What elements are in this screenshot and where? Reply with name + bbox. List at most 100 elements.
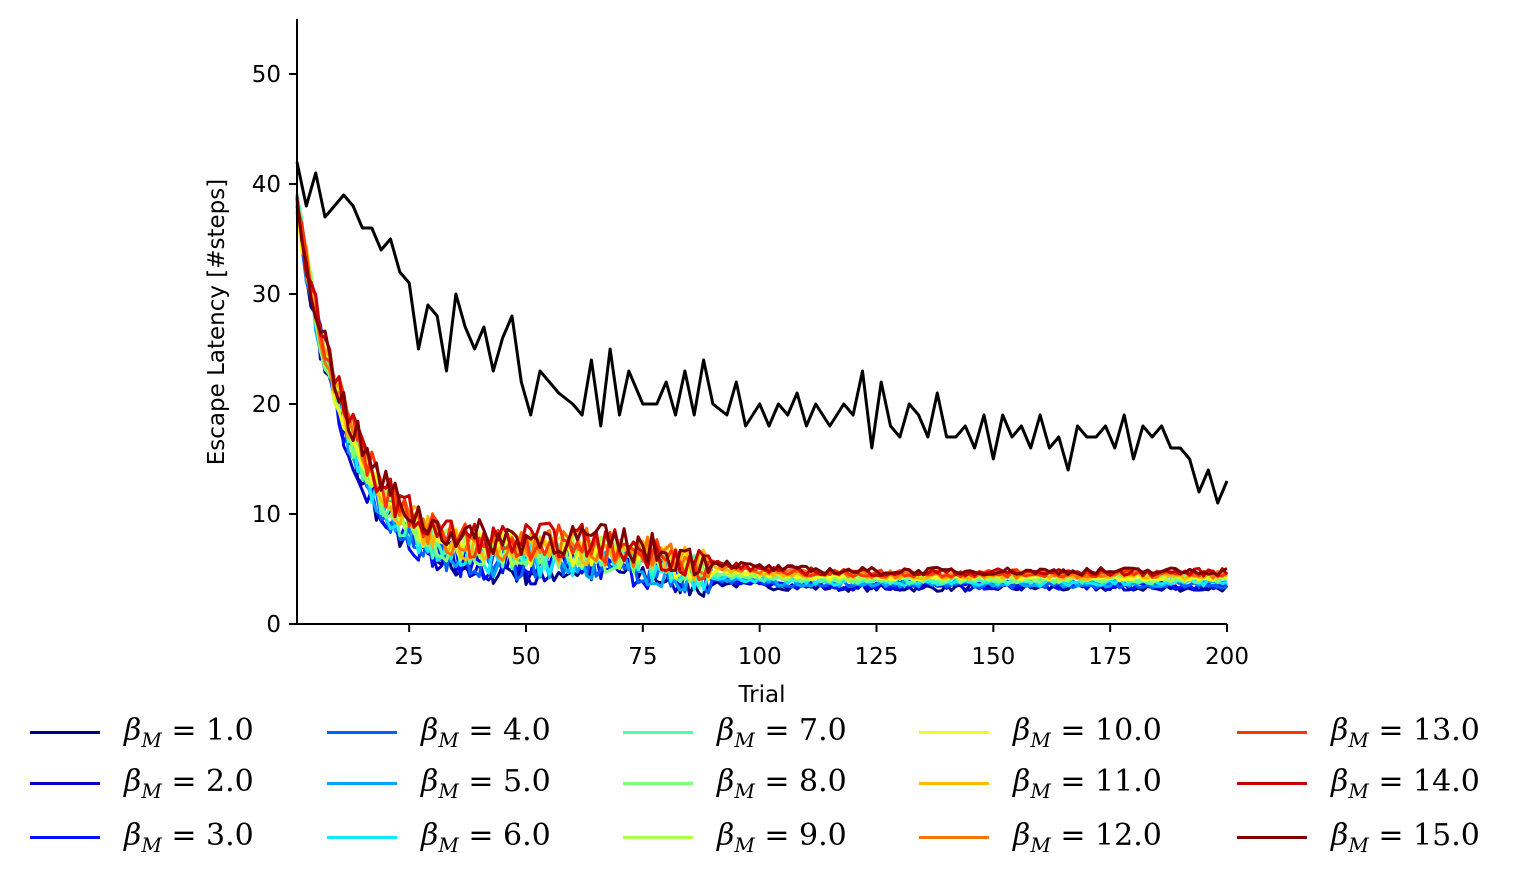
legend-item: βM = 3.0 xyxy=(30,817,254,857)
legend-symbol: β xyxy=(421,712,439,748)
legend-item: βM = 12.0 xyxy=(919,817,1162,857)
x-tick-label: 50 xyxy=(511,644,540,670)
legend-label: βM = 14.0 xyxy=(1331,764,1480,803)
plot-lines xyxy=(295,161,1229,598)
legend-subscript: M xyxy=(1030,832,1051,857)
y-tick-label: 30 xyxy=(252,282,281,308)
y-tick-label: 50 xyxy=(252,62,281,88)
legend-item: βM = 4.0 xyxy=(327,712,551,752)
legend: βM = 1.0 βM = 2.0 βM = 3.0 βM = 4.0 βM = 5.0… xyxy=(0,706,1523,892)
legend-item: βM = 2.0 xyxy=(30,763,254,803)
legend-item: βM = 6.0 xyxy=(327,817,551,857)
legend-subscript: M xyxy=(1348,727,1369,752)
legend-label: βM = 7.0 xyxy=(717,713,847,752)
legend-subscript: M xyxy=(1030,778,1051,803)
legend-label: βM = 1.0 xyxy=(124,713,254,752)
legend-value: = 14.0 xyxy=(1368,763,1480,799)
legend-swatch xyxy=(30,730,100,734)
legend-subscript: M xyxy=(1348,832,1369,857)
legend-value: = 13.0 xyxy=(1368,712,1480,748)
legend-symbol: β xyxy=(421,817,439,853)
line-chart: 25 50 75 100 125 150 175 200 0 10 20 30 40 50 Trial E… xyxy=(204,19,1249,706)
legend-value: = 8.0 xyxy=(754,763,847,799)
x-tick-label: 100 xyxy=(738,644,782,670)
legend-item: βM = 1.0 xyxy=(30,712,254,752)
legend-symbol: β xyxy=(717,712,735,748)
legend-swatch xyxy=(623,730,693,734)
legend-item: βM = 14.0 xyxy=(1237,763,1480,803)
legend-symbol: β xyxy=(1013,763,1031,799)
legend-value: = 6.0 xyxy=(458,817,551,853)
legend-value: = 3.0 xyxy=(161,817,254,853)
legend-symbol: β xyxy=(1013,817,1031,853)
legend-symbol: β xyxy=(717,817,735,853)
baseline-series-line xyxy=(295,161,1229,505)
x-tick-label: 150 xyxy=(971,644,1015,670)
legend-swatch xyxy=(623,781,693,785)
legend-symbol: β xyxy=(717,763,735,799)
legend-swatch xyxy=(30,781,100,785)
legend-subscript: M xyxy=(141,778,162,803)
legend-swatch xyxy=(327,781,397,785)
legend-label: βM = 13.0 xyxy=(1331,713,1480,752)
legend-swatch xyxy=(919,835,989,839)
legend-value: = 2.0 xyxy=(161,763,254,799)
legend-swatch xyxy=(1237,835,1307,839)
y-axis-label: Escape Latency [#steps] xyxy=(204,179,230,466)
legend-swatch xyxy=(327,730,397,734)
legend-label: βM = 4.0 xyxy=(421,713,551,752)
legend-subscript: M xyxy=(438,727,459,752)
legend-value: = 9.0 xyxy=(754,817,847,853)
legend-label: βM = 5.0 xyxy=(421,764,551,803)
legend-symbol: β xyxy=(1331,817,1349,853)
legend-item: βM = 7.0 xyxy=(623,712,847,752)
legend-item: βM = 8.0 xyxy=(623,763,847,803)
legend-label: βM = 6.0 xyxy=(421,818,551,857)
legend-value: = 5.0 xyxy=(458,763,551,799)
legend-swatch xyxy=(1237,730,1307,734)
y-tick-label: 10 xyxy=(252,502,281,528)
legend-item: βM = 15.0 xyxy=(1237,817,1480,857)
legend-subscript: M xyxy=(438,778,459,803)
legend-subscript: M xyxy=(438,832,459,857)
x-tick-label: 25 xyxy=(395,644,424,670)
x-axis-label: Trial xyxy=(738,682,786,706)
legend-subscript: M xyxy=(1348,778,1369,803)
legend-value: = 10.0 xyxy=(1050,712,1162,748)
legend-swatch xyxy=(919,730,989,734)
series-line-11 xyxy=(295,212,1229,582)
legend-subscript: M xyxy=(734,778,755,803)
legend-subscript: M xyxy=(734,832,755,857)
legend-symbol: β xyxy=(1331,712,1349,748)
series-line-12 xyxy=(295,203,1229,580)
legend-item: βM = 11.0 xyxy=(919,763,1162,803)
legend-swatch xyxy=(623,835,693,839)
legend-label: βM = 15.0 xyxy=(1331,818,1480,857)
legend-value: = 1.0 xyxy=(161,712,254,748)
legend-item: βM = 9.0 xyxy=(623,817,847,857)
legend-symbol: β xyxy=(124,763,142,799)
legend-label: βM = 3.0 xyxy=(124,818,254,857)
y-tick-label: 40 xyxy=(252,172,281,198)
legend-symbol: β xyxy=(421,763,439,799)
legend-symbol: β xyxy=(124,817,142,853)
legend-subscript: M xyxy=(141,727,162,752)
x-tick-label: 125 xyxy=(855,644,899,670)
legend-label: βM = 2.0 xyxy=(124,764,254,803)
x-tick-label: 175 xyxy=(1088,644,1132,670)
legend-value: = 12.0 xyxy=(1050,817,1162,853)
legend-label: βM = 12.0 xyxy=(1013,818,1162,857)
legend-value: = 11.0 xyxy=(1050,763,1162,799)
ticks: 25 50 75 100 125 150 175 200 0 10 20 30 40 50 xyxy=(252,62,1249,670)
legend-subscript: M xyxy=(734,727,755,752)
legend-subscript: M xyxy=(141,832,162,857)
legend-label: βM = 9.0 xyxy=(717,818,847,857)
axes xyxy=(296,19,1227,625)
legend-subscript: M xyxy=(1030,727,1051,752)
legend-symbol: β xyxy=(1013,712,1031,748)
y-tick-label: 0 xyxy=(266,612,281,638)
legend-swatch xyxy=(327,835,397,839)
x-tick-label: 200 xyxy=(1205,644,1249,670)
x-tick-label: 75 xyxy=(628,644,657,670)
legend-swatch xyxy=(919,781,989,785)
